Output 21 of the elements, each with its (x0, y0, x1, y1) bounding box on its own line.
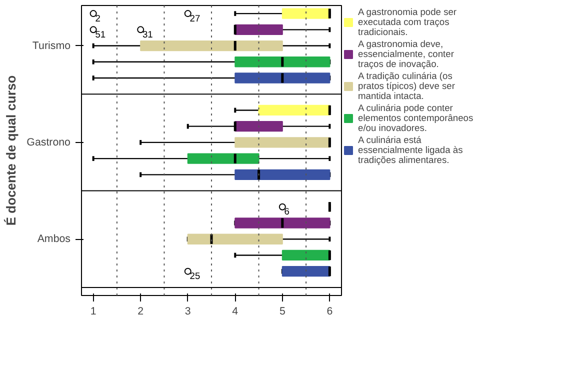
legend-label: A gastronomia deve, essencialmente, conter traços de inovação. (358, 39, 454, 69)
legend-label: A tradição culinária (os pratos típicos) deve ser mantida intacta. (358, 71, 455, 101)
legend-label: A culinária está essencialmente ligada às tradições alimentares. (358, 135, 463, 165)
legend-label: A culinária pode conter elementos contemporâneos e/ou inovadores. (358, 103, 474, 133)
y-tick-label: Ambos (37, 233, 71, 246)
x-tick-label: 1 (90, 306, 96, 318)
y-axis-title: É docente de qual curso (4, 75, 19, 226)
y-tick-label: Gastrono (26, 136, 71, 148)
annotation: 6 (284, 206, 290, 217)
x-tick-label: 3 (184, 306, 191, 318)
x-tick-label: 5 (279, 306, 286, 318)
annotation: 27 (190, 13, 200, 24)
annotation: 51 (95, 29, 106, 40)
annotation: 25 (190, 271, 200, 282)
x-tick-label: 4 (232, 306, 238, 318)
y-tick-label: Turismo (32, 40, 71, 52)
annotation: 31 (142, 29, 153, 40)
annotation: 2 (95, 13, 100, 24)
x-tick-label: 6 (326, 306, 333, 318)
x-tick-label: 2 (138, 306, 144, 318)
legend-label: A gastronomia pode ser executada com traços tradicionais. (358, 7, 457, 37)
